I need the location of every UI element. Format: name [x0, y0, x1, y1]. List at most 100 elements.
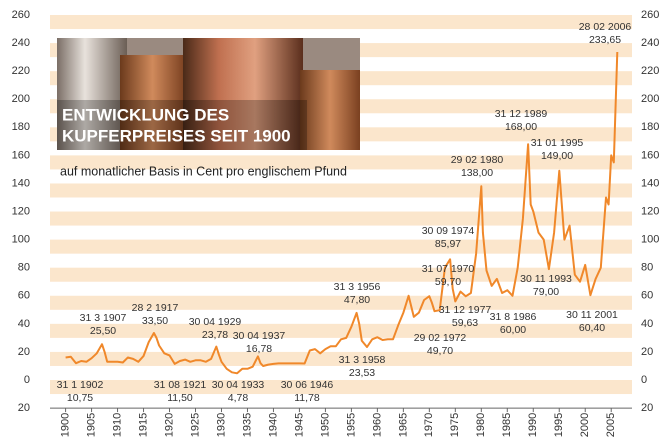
annotation-date: 31 01 1995 — [531, 137, 584, 149]
y-tick-label: 240 — [12, 37, 30, 49]
y-tick-label: 60 — [641, 290, 653, 302]
annotation-date: 31 3 1907 — [80, 312, 127, 324]
annotation-value: 59,63 — [452, 317, 478, 329]
annotation-value: 23,78 — [202, 329, 228, 341]
y-tick-label: 220 — [12, 65, 30, 77]
y-tick-label: 20 — [18, 346, 30, 358]
annotation-date: 30 09 1974 — [422, 225, 475, 237]
annotation-value: 10,75 — [67, 392, 93, 404]
y-tick-label: 220 — [641, 65, 659, 77]
annotation-value: 79,00 — [533, 286, 559, 298]
y-tick-label: 20 — [18, 402, 30, 414]
y-tick-label: 200 — [641, 93, 659, 105]
y-tick-label: 0 — [641, 374, 647, 386]
y-tick-label: 120 — [641, 205, 659, 217]
x-tick-label: 2000 — [579, 413, 591, 437]
x-tick-label: 2005 — [605, 413, 617, 437]
y-tick-label: 140 — [12, 177, 30, 189]
y-tick-label: 240 — [641, 37, 659, 49]
annotation-date: 30 04 1929 — [189, 316, 242, 328]
y-tick-label: 180 — [641, 121, 659, 133]
annotation-date: 31 1 1902 — [57, 379, 104, 391]
x-tick-label: 1925 — [189, 413, 201, 437]
annotation-date: 31 12 1989 — [495, 108, 548, 120]
y-tick-label: 100 — [641, 234, 659, 246]
chart: ENTWICKLUNG DES KUPFERPREISES SEIT 1900 … — [0, 0, 669, 441]
x-tick-label: 1905 — [85, 413, 97, 437]
y-tick-label: 100 — [12, 234, 30, 246]
annotation-date: 28 02 2006 — [579, 21, 632, 33]
y-tick-label: 160 — [12, 149, 30, 161]
annotation-date: 31 07 1970 — [422, 263, 475, 275]
x-tick-label: 1970 — [423, 413, 435, 437]
x-tick-label: 1950 — [319, 413, 331, 437]
x-tick-label: 1985 — [501, 413, 513, 437]
y-tick-label: 160 — [641, 149, 659, 161]
annotation-value: 11,78 — [294, 392, 320, 404]
annotation-date: 31 08 1921 — [154, 379, 207, 391]
x-tick-label: 1910 — [111, 413, 123, 437]
y-tick-label: 20 — [641, 346, 653, 358]
annotation-value: 168,00 — [505, 121, 537, 133]
annotation-value: 23,53 — [349, 367, 375, 379]
annotation-value: 33,50 — [142, 315, 168, 327]
x-tick-label: 1965 — [397, 413, 409, 437]
y-tick-label: 200 — [12, 93, 30, 105]
annotation-value: 85,97 — [435, 238, 461, 250]
y-tick-label: 40 — [18, 318, 30, 330]
y-tick-label: 180 — [12, 121, 30, 133]
x-tick-label: 1995 — [553, 413, 565, 437]
annotation-date: 30 11 1993 — [520, 273, 572, 285]
annotation-date: 30 11 2001 — [566, 309, 618, 321]
x-tick-label: 1900 — [59, 413, 71, 437]
x-tick-label: 1935 — [241, 413, 253, 437]
y-tick-label: 0 — [24, 374, 30, 386]
annotation-value: 138,00 — [461, 167, 493, 179]
annotation-value: 60,40 — [579, 322, 605, 334]
stripe — [50, 183, 632, 197]
y-tick-label: 80 — [18, 262, 30, 274]
x-tick-label: 1940 — [267, 413, 279, 437]
annotation-date: 31 8 1986 — [490, 311, 537, 323]
y-tick-label: 260 — [641, 9, 659, 21]
annotation-value: 4,78 — [228, 392, 249, 404]
y-tick-label: 40 — [641, 318, 653, 330]
x-tick-label: 1980 — [475, 413, 487, 437]
y-tick-label: 120 — [12, 205, 30, 217]
annotation-value: 47,80 — [344, 294, 370, 306]
stripe — [50, 212, 632, 226]
annotation-value: 49,70 — [427, 345, 453, 357]
annotation-date: 31 3 1958 — [339, 354, 386, 366]
annotation-date: 29 02 1980 — [451, 154, 504, 166]
annotation-date: 29 02 1972 — [414, 332, 467, 344]
annotation-date: 31 3 1956 — [334, 281, 381, 293]
stripe — [50, 324, 632, 338]
annotation-date: 30 04 1933 — [212, 379, 265, 391]
annotation-value: 25,50 — [90, 325, 116, 337]
chart-title: KUPFERPREISES SEIT 1900 — [62, 126, 291, 145]
annotation-date: 31 12 1977 — [439, 304, 492, 316]
y-tick-label: 140 — [641, 177, 659, 189]
annotation-date: 30 06 1946 — [281, 379, 334, 391]
y-tick-label: 80 — [641, 262, 653, 274]
annotation-date: 30 04 1937 — [233, 330, 286, 342]
x-tick-label: 1915 — [137, 413, 149, 437]
x-tick-label: 1975 — [449, 413, 461, 437]
x-tick-label: 1920 — [163, 413, 175, 437]
stripe — [50, 15, 632, 29]
annotation-value: 16,78 — [246, 343, 272, 355]
y-tick-label: 260 — [12, 9, 30, 21]
y-tick-label: 20 — [641, 402, 653, 414]
x-tick-label: 1930 — [215, 413, 227, 437]
chart-title: ENTWICKLUNG DES — [62, 105, 229, 124]
stripe — [50, 380, 632, 394]
chart-subtitle: auf monatlicher Basis in Cent pro englis… — [60, 164, 347, 178]
annotation-value: 59,70 — [435, 276, 461, 288]
x-tick-label: 1955 — [345, 413, 357, 437]
annotation-value: 60,00 — [500, 324, 526, 336]
x-tick-label: 1990 — [527, 413, 539, 437]
annotation-value: 149,00 — [541, 150, 573, 162]
x-tick-label: 1960 — [371, 413, 383, 437]
annotation-value: 11,50 — [167, 392, 193, 404]
x-tick-label: 1945 — [293, 413, 305, 437]
